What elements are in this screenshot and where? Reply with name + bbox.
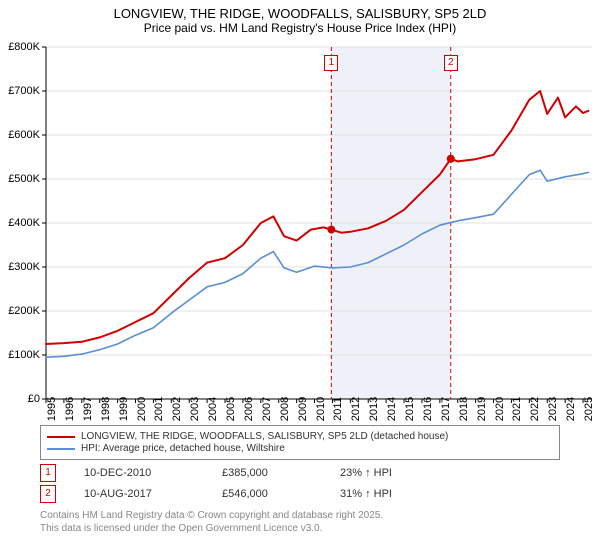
x-tick-label: 2013 xyxy=(368,397,380,421)
footer-attribution: Contains HM Land Registry data © Crown c… xyxy=(40,509,560,535)
footer-line1: Contains HM Land Registry data © Crown c… xyxy=(40,509,560,522)
x-tick-label: 2010 xyxy=(315,397,327,421)
event-note: 31% ↑ HPI xyxy=(340,488,392,500)
legend-box: LONGVIEW, THE RIDGE, WOODFALLS, SALISBUR… xyxy=(40,425,560,460)
x-tick-label: 2018 xyxy=(458,397,470,421)
x-tick-label: 2007 xyxy=(261,397,273,421)
y-tick-label: £600K xyxy=(8,129,40,141)
legend-item: HPI: Average price, detached house, Wilt… xyxy=(47,443,553,454)
x-tick-label: 2004 xyxy=(207,397,219,421)
legend-item: LONGVIEW, THE RIDGE, WOODFALLS, SALISBUR… xyxy=(47,431,553,442)
chart-svg xyxy=(0,39,600,419)
x-tick-label: 2025 xyxy=(583,397,595,421)
event-note: 23% ↑ HPI xyxy=(340,467,392,479)
plot-area: £0 £100K £200K £300K £400K £500K £600K £700K £80… xyxy=(0,39,600,419)
events-table: 1 10-DEC-2010 £385,000 23% ↑ HPI 2 10-AUG-201… xyxy=(40,464,560,503)
y-tick-label: £200K xyxy=(8,305,40,317)
legend-label: LONGVIEW, THE RIDGE, WOODFALLS, SALISBUR… xyxy=(81,431,448,442)
event-row: 1 10-DEC-2010 £385,000 23% ↑ HPI xyxy=(40,464,560,482)
y-tick-label: £100K xyxy=(8,349,40,361)
x-tick-label: 1999 xyxy=(118,397,130,421)
x-tick-label: 2017 xyxy=(440,397,452,421)
y-tick-label: £800K xyxy=(8,41,40,53)
event-marker-box: 2 xyxy=(444,55,458,71)
legend-swatch xyxy=(47,436,75,438)
event-row: 2 10-AUG-2017 £546,000 31% ↑ HPI xyxy=(40,485,560,503)
x-tick-label: 2008 xyxy=(279,397,291,421)
x-tick-label: 2000 xyxy=(136,397,148,421)
event-price: £546,000 xyxy=(222,488,312,500)
legend-label: HPI: Average price, detached house, Wilt… xyxy=(81,443,285,454)
chart-title-line1: LONGVIEW, THE RIDGE, WOODFALLS, SALISBUR… xyxy=(0,0,600,21)
x-tick-label: 2006 xyxy=(243,397,255,421)
x-tick-label: 1996 xyxy=(64,397,76,421)
x-tick-label: 2021 xyxy=(511,397,523,421)
footer-line2: This data is licensed under the Open Gov… xyxy=(40,522,560,535)
x-tick-label: 2024 xyxy=(565,397,577,421)
x-tick-label: 2015 xyxy=(404,397,416,421)
x-tick-label: 1998 xyxy=(100,397,112,421)
y-tick-label: £0 xyxy=(28,393,40,405)
x-tick-label: 1995 xyxy=(46,397,58,421)
x-tick-label: 2023 xyxy=(547,397,559,421)
x-tick-label: 2001 xyxy=(153,397,165,421)
y-tick-label: £300K xyxy=(8,261,40,273)
x-tick-label: 2003 xyxy=(189,397,201,421)
x-tick-label: 2022 xyxy=(529,397,541,421)
x-tick-label: 2014 xyxy=(386,397,398,421)
x-tick-label: 2011 xyxy=(332,397,344,421)
x-tick-label: 2009 xyxy=(297,397,309,421)
x-tick-label: 2012 xyxy=(350,397,362,421)
event-price: £385,000 xyxy=(222,467,312,479)
chart-container: LONGVIEW, THE RIDGE, WOODFALLS, SALISBUR… xyxy=(0,0,600,535)
event-date: 10-AUG-2017 xyxy=(84,488,194,500)
x-tick-label: 2016 xyxy=(422,397,434,421)
event-date: 10-DEC-2010 xyxy=(84,467,194,479)
x-tick-label: 2020 xyxy=(494,397,506,421)
y-tick-label: £400K xyxy=(8,217,40,229)
legend-swatch xyxy=(47,448,75,450)
x-tick-label: 2019 xyxy=(476,397,488,421)
x-tick-label: 2005 xyxy=(225,397,237,421)
x-tick-label: 2002 xyxy=(171,397,183,421)
event-number: 1 xyxy=(40,464,56,482)
event-marker-box: 1 xyxy=(324,55,338,71)
y-tick-label: £500K xyxy=(8,173,40,185)
chart-title-line2: Price paid vs. HM Land Registry's House … xyxy=(0,21,600,39)
event-number: 2 xyxy=(40,485,56,503)
x-tick-label: 1997 xyxy=(82,397,94,421)
y-tick-label: £700K xyxy=(8,85,40,97)
